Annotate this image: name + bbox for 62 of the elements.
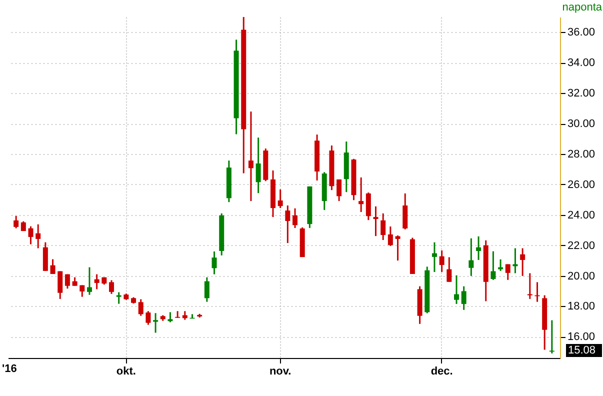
candlestick [175,310,180,319]
y-tick-label: 16.00 [568,331,596,344]
candlestick [64,274,70,290]
candlestick [454,274,459,305]
candlestick [520,247,526,277]
text: 15.08 [568,344,596,356]
x-tick-label: dec. [430,366,453,378]
candlestick [212,250,217,276]
candlestick [42,242,48,272]
candlestick [512,247,518,274]
candlestick [336,178,342,202]
y-tick-label: 36.00 [568,26,596,39]
y-tick-label: 18.00 [568,300,596,313]
candlestick [36,224,41,249]
y-tick-label: 28.00 [568,148,596,161]
y-tick-label: 32.00 [568,88,596,100]
candlestick [168,311,173,323]
candlestick [14,215,19,230]
chart-title: naponta [562,1,603,14]
y-tick-label: 34.00 [568,57,596,70]
y-tick-label: 22.00 [568,240,596,252]
candlestick [204,276,210,303]
x-tick-label: okt. [116,366,136,378]
candlestick [153,312,158,334]
y-tick-label: 20.00 [568,270,596,282]
y-tick-label: 26.00 [568,178,596,191]
candlestick [505,263,510,281]
y-tick-label: 24.00 [568,209,596,222]
y-tick-label: 30.00 [568,118,596,130]
candlestick [432,242,437,273]
candlestick [278,188,283,209]
candlestick [439,250,444,273]
candlestick [86,266,92,296]
candlestick [248,110,254,202]
candlestick [476,236,482,261]
text: '16 [2,363,17,375]
candlestick [468,238,474,277]
candlestick [527,272,532,300]
candlestick [380,212,386,241]
candlestick [395,234,400,262]
candlestick [80,284,85,298]
candlestick [388,226,393,247]
candlestick [549,319,554,354]
candlestick [446,256,452,283]
candlestick [138,298,144,317]
candlestick [490,250,496,281]
candlestick [146,310,151,326]
candlestick [366,192,371,221]
x-tick-label: nov. [269,366,292,378]
candlestick [58,270,63,300]
candlestick [358,176,364,213]
candlestick [256,136,261,194]
candlestick [94,274,100,290]
candlestick [285,204,290,244]
candlestick [28,226,34,246]
candlestick [461,286,466,311]
candlestick [116,291,122,305]
candlestick [373,206,378,237]
candlestick [109,279,114,295]
candlestick [292,208,298,229]
candlestick [50,258,56,275]
candlestick [402,192,408,230]
